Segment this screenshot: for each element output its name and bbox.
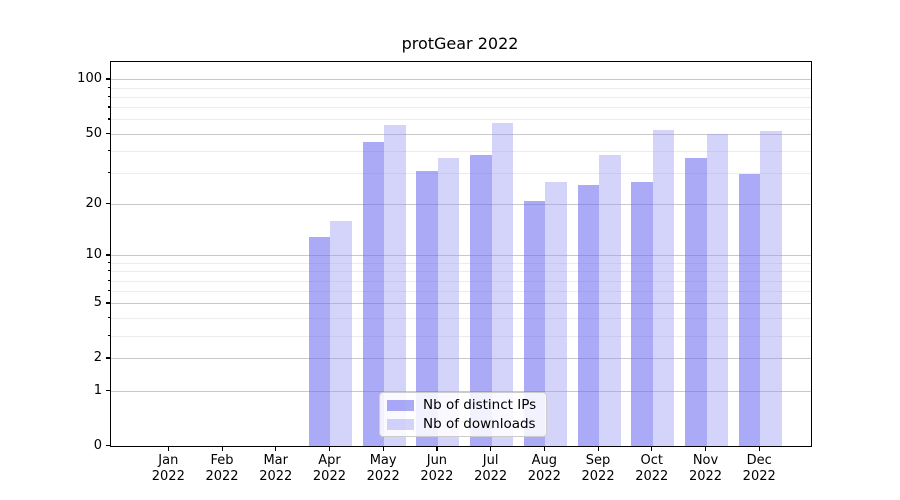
bar-nb-of-distinct-ips-nov [685,157,707,446]
gridline-major-100 [111,79,811,81]
x-tick-label-jan-2022: Jan 2022 [151,453,185,484]
bar-nb-of-distinct-ips-apr [308,236,331,446]
y-tick-label-50: 50 [85,125,102,141]
y-tick-label-10: 10 [85,247,102,263]
y-minor-tick-mark [107,95,110,98]
x-tick-label-jun-2022: Jun 2022 [420,453,454,484]
y-minor-tick-mark [107,172,110,174]
x-tick-label-may-2022: May 2022 [366,453,400,484]
y-tick-mark [105,254,110,256]
y-tick-mark [105,389,110,391]
gridline-major-2 [111,358,811,360]
bar-nb-of-downloads-jul [491,122,514,446]
x-tick-label-oct-2022: Oct 2022 [635,453,669,484]
gridline-minor-7 [111,280,811,282]
x-tick-mark-apr [328,446,331,451]
bar-nb-of-distinct-ips-aug [523,200,546,446]
x-tick-mark-nov [705,446,707,451]
gridline-minor-70 [111,107,811,109]
bar-nb-of-distinct-ips-jun [416,171,438,446]
bar-nb-of-distinct-ips-dec [738,173,761,446]
y-minor-tick-mark [107,290,110,292]
gridline-minor-90 [111,87,811,89]
gridline-minor-8 [111,271,811,273]
bar-nb-of-distinct-ips-jul [470,155,492,446]
gridline-minor-3 [111,335,811,337]
legend-entry-0: Nb of distinct IPs [387,396,539,413]
x-tick-label-nov-2022: Nov 2022 [688,453,723,484]
legend: Nb of distinct IPs Nb of downloads [379,392,547,437]
y-tick-label-1: 1 [93,382,102,398]
y-tick-mark [105,357,110,359]
bar-nb-of-downloads-jun [437,157,460,446]
x-tick-label-sep-2022: Sep 2022 [581,453,615,484]
bar-nb-of-distinct-ips-may [362,142,385,446]
x-tick-label-apr-2022: Apr 2022 [312,453,346,484]
legend-swatch-1 [387,418,414,430]
y-minor-tick-mark [107,261,110,264]
chart-title: protGear 2022 [401,34,519,53]
gridline-minor-4 [111,317,811,319]
y-tick-mark [105,203,110,205]
y-minor-tick-mark [107,118,110,120]
x-tick-label-jul-2022: Jul 2022 [474,453,508,484]
gridline-major-1 [111,390,811,392]
x-tick-mark-may [382,446,384,451]
bar-nb-of-downloads-oct [652,129,675,446]
y-tick-label-5: 5 [93,295,102,311]
gridline-major-20 [111,204,811,206]
gridline-minor-30 [111,173,811,175]
legend-swatch-0 [387,399,414,411]
x-tick-mark-aug [543,446,546,451]
y-minor-tick-mark [107,149,110,152]
gridline-minor-80 [111,96,811,98]
y-tick-label-2: 2 [93,350,102,366]
x-tick-label-dec-2022: Dec 2022 [742,453,776,484]
x-tick-label-aug-2022: Aug 2022 [527,453,561,484]
bar-nb-of-downloads-aug [545,181,567,446]
gridline-minor-60 [111,119,811,121]
bar-nb-of-distinct-ips-oct [631,181,653,446]
y-minor-tick-mark [107,316,110,319]
y-tick-mark [105,78,110,80]
legend-entry-1: Nb of downloads [387,415,539,432]
y-minor-tick-mark [107,279,110,281]
x-tick-mark-dec [758,446,760,451]
bar-nb-of-downloads-dec [760,131,782,446]
x-tick-mark-jul [490,446,492,451]
x-tick-label-feb-2022: Feb 2022 [205,453,239,484]
y-tick-label-100: 100 [77,71,102,87]
x-tick-mark-oct [651,446,653,451]
y-tick-label-20: 20 [85,196,102,212]
x-tick-mark-sep [597,446,599,451]
plot-area [110,61,812,447]
x-tick-mark-jan [167,446,169,451]
x-tick-label-mar-2022: Mar 2022 [259,453,293,484]
gridline-major-50 [111,133,811,135]
bar-nb-of-downloads-nov [706,134,728,446]
legend-label-1: Nb of downloads [423,415,536,432]
x-tick-mark-jun [436,446,438,451]
y-minor-tick-mark [107,106,110,108]
gridline-minor-9 [111,262,811,264]
bar-nb-of-downloads-sep [599,155,621,446]
legend-label-0: Nb of distinct IPs [423,396,537,413]
bar-nb-of-downloads-may [384,125,406,446]
y-tick-mark [105,444,110,446]
gridline-major-5 [111,303,811,305]
gridline-major-10 [111,255,811,257]
x-tick-mark-mar [275,446,277,451]
gridline-minor-6 [111,291,811,293]
y-minor-tick-mark [107,270,110,272]
gridline-minor-40 [111,150,811,152]
y-minor-tick-mark [107,334,110,336]
bar-nb-of-distinct-ips-sep [577,184,600,446]
y-tick-label-0: 0 [93,437,102,453]
y-minor-tick-mark [107,86,110,88]
bar-nb-of-downloads-apr [330,221,352,446]
x-tick-mark-feb [221,446,223,451]
y-tick-mark [105,132,110,134]
y-tick-mark [105,302,110,304]
